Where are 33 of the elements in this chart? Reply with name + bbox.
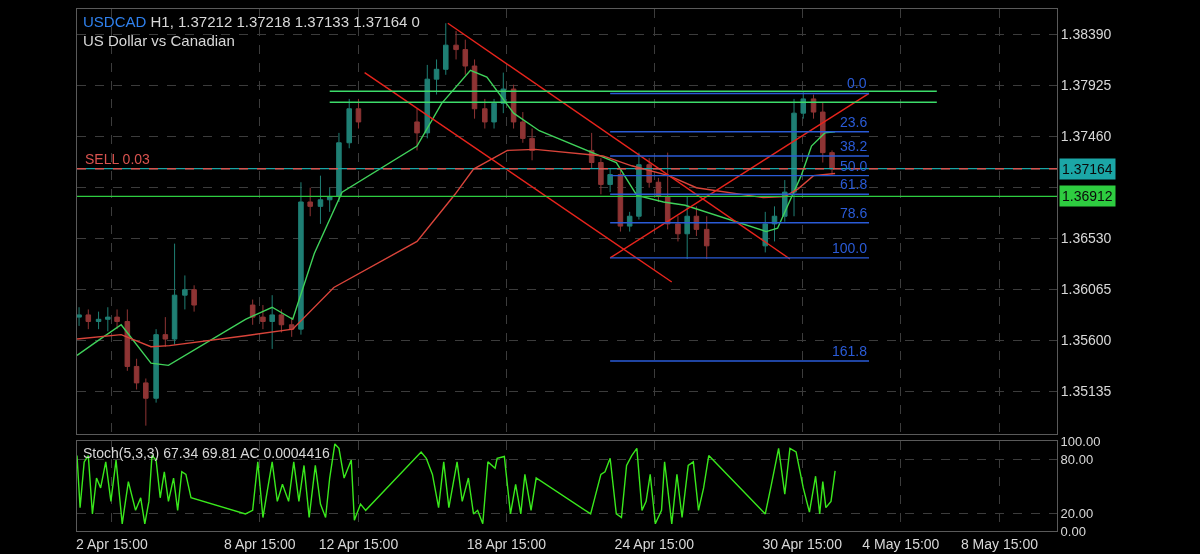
y-tick-label: 1.37460 xyxy=(1060,128,1112,145)
y-tick-label: 1.35600 xyxy=(1060,332,1112,349)
ref-line-label: SELL 0.03 xyxy=(85,151,151,167)
y-tick-label: 100.00 xyxy=(1060,433,1101,449)
y-tick-label: 0.00 xyxy=(1060,523,1086,539)
series-label: 0.0 xyxy=(847,75,867,91)
y-tick-label: 20.00 xyxy=(1060,505,1094,521)
y-tick-label: 1.37925 xyxy=(1060,77,1112,94)
chart-subtitle: H1, 1.37212 1.37218 1.37133 1.37164 0 xyxy=(150,13,420,30)
x-tick-label: 12 Apr 15:00 xyxy=(318,535,399,552)
series-label: 78.6 xyxy=(840,205,868,221)
y-tick-label: 1.36065 xyxy=(1060,281,1112,298)
ref-line-label: 1.37164 xyxy=(1062,161,1113,177)
series-label: 61.8 xyxy=(840,176,868,192)
series-label: 38.2 xyxy=(840,138,868,154)
annotation: US Dollar vs Canadian xyxy=(83,32,235,49)
chart-title: Stoch(5,3,3) 67.34 69.81 AC 0.0004416 xyxy=(83,445,330,461)
x-tick-label: 8 May 15:00 xyxy=(960,535,1039,552)
y-tick-label: 80.00 xyxy=(1060,451,1094,467)
x-tick-label: 8 Apr 15:00 xyxy=(224,535,296,552)
chart-title: USDCAD xyxy=(83,13,147,30)
ref-line-label: 1.36912 xyxy=(1062,188,1113,204)
series-label: 100.0 xyxy=(832,240,868,256)
y-tick-label: 1.35135 xyxy=(1060,383,1112,400)
x-tick-label: 2 Apr 15:00 xyxy=(76,535,148,552)
x-tick-label: 18 Apr 15:00 xyxy=(466,535,547,552)
series-label: 161.8 xyxy=(832,343,868,359)
x-tick-label: 24 Apr 15:00 xyxy=(614,535,695,552)
y-tick-label: 1.38390 xyxy=(1060,26,1112,43)
y-tick-label: 1.36530 xyxy=(1060,230,1112,247)
x-tick-label: 30 Apr 15:00 xyxy=(762,535,843,552)
x-tick-label: 4 May 15:00 xyxy=(862,535,940,552)
series-label: 23.6 xyxy=(840,114,868,130)
